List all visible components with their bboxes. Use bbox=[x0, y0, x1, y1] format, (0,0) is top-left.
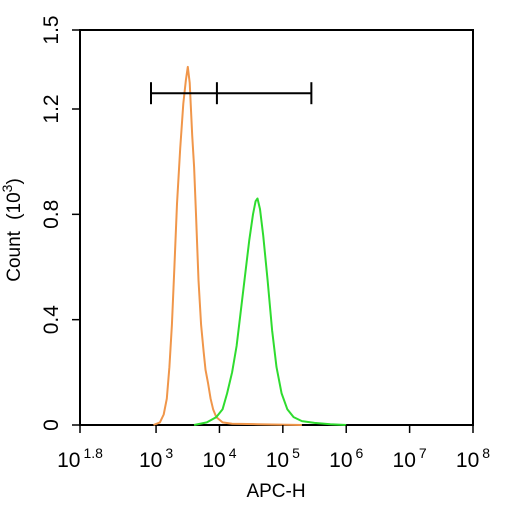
y-axis-unit-open: ( bbox=[4, 213, 25, 220]
y-axis-unit-base: 10 bbox=[4, 192, 25, 213]
x-tick-label-7: 10 8 bbox=[456, 445, 490, 472]
y-tick-label-3: 0.8 bbox=[40, 200, 63, 229]
y-tick-label-5: 1.5 bbox=[40, 15, 63, 44]
histogram-series-2 bbox=[193, 197, 347, 426]
x-tick-label-4: 10 5 bbox=[266, 445, 300, 472]
y-tick-label-1: 0 bbox=[40, 419, 63, 431]
y-axis-title: Count (103) bbox=[0, 178, 25, 282]
gate-marker bbox=[149, 82, 313, 105]
y-tick-label-4: 1.2 bbox=[40, 94, 63, 123]
x-axis-title: APC-H bbox=[246, 481, 305, 502]
series-layer bbox=[153, 65, 347, 426]
y-axis-unit-exp: 3 bbox=[0, 184, 15, 192]
x-axis: 10 1.8 10 3 10 4 10 5 10 6 10 7 10 8 bbox=[57, 425, 490, 472]
y-axis: 0 0.4 0.8 1.2 1.5 bbox=[40, 15, 80, 431]
y-axis-title-label: Count bbox=[4, 230, 25, 281]
y-axis-unit-close: ) bbox=[4, 178, 25, 184]
x-tick-label-5: 10 6 bbox=[329, 445, 363, 472]
x-tick-label-1: 10 1.8 bbox=[57, 445, 103, 472]
histogram-series-1 bbox=[153, 65, 302, 426]
y-tick-label-2: 0.4 bbox=[40, 305, 63, 335]
x-tick-label-3: 10 4 bbox=[202, 445, 236, 472]
x-tick-label-6: 10 7 bbox=[393, 445, 427, 472]
x-tick-label-2: 10 3 bbox=[139, 445, 173, 472]
